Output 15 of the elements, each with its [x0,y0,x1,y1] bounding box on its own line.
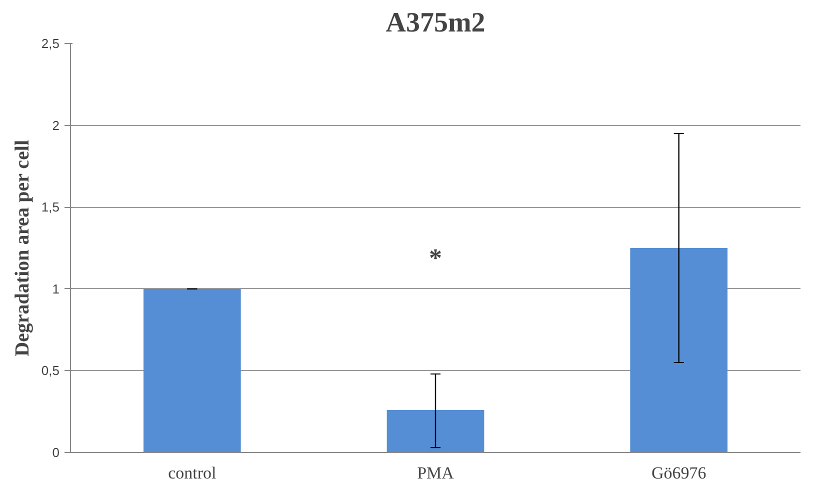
bar [630,248,728,452]
annotation: * [429,243,442,272]
y-tick-label: 2,5 [41,36,60,51]
y-tick-label: 1 [52,281,60,296]
x-tick-label: PMA [417,464,455,482]
y-tick-label: 0,5 [41,363,60,378]
x-tick-label: Gö6976 [651,464,706,482]
bar [144,288,241,452]
chart-title: A375m2 [386,8,486,38]
y-tick-label: 2 [52,118,60,133]
y-tick-label: 0 [52,445,60,460]
y-tick-label: 1,5 [41,200,60,215]
x-tick-label: control [168,464,217,482]
bar [386,410,484,452]
y-axis-title: Degradation area per cell [11,140,34,356]
